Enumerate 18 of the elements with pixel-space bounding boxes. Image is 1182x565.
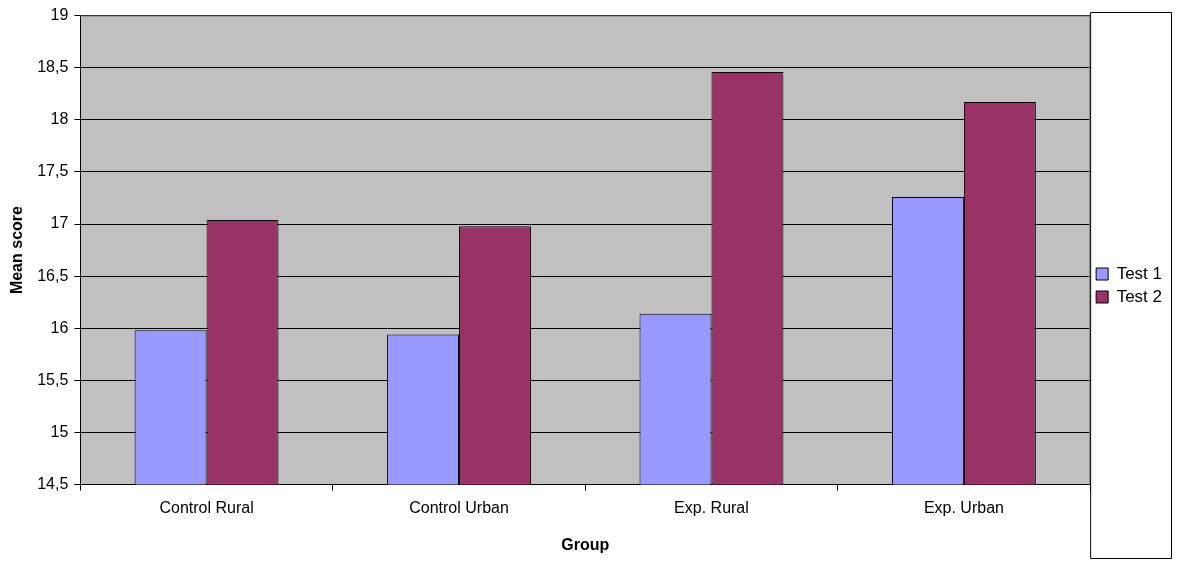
legend-label: Test 2 — [1116, 286, 1162, 306]
y-tick-label: 18 — [50, 110, 69, 128]
legend-label: Test 1 — [1116, 263, 1162, 283]
x-tick-label: Control Rural — [159, 498, 254, 516]
y-tick-label: 19 — [50, 6, 69, 24]
y-tick-label: 15,5 — [37, 370, 69, 388]
x-tick-label: Exp. Urban — [923, 498, 1004, 516]
x-tick-label: Exp. Rural — [674, 498, 749, 516]
y-axis-title: Mean score — [8, 205, 26, 295]
y-tick-label: 17 — [50, 214, 69, 232]
y-tick-label: 17,5 — [37, 162, 69, 180]
y-tick-label: 16,5 — [37, 266, 69, 284]
y-tick-label: 18,5 — [37, 58, 69, 76]
y-tick-label: 16 — [50, 318, 69, 336]
x-tick-label: Control Urban — [409, 498, 509, 516]
x-axis-title: Group — [561, 535, 610, 553]
y-tick-label: 15 — [50, 422, 69, 440]
y-tick-label: 14,5 — [37, 475, 69, 493]
